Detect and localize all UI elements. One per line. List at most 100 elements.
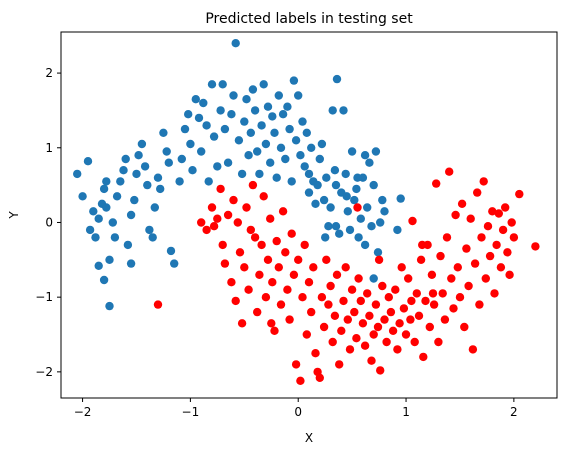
data-point-1-26 (261, 293, 271, 302)
data-point-0-80 (274, 91, 283, 100)
data-point-1-113 (449, 304, 458, 313)
data-point-1-6 (216, 184, 225, 194)
data-point-1-96 (412, 289, 421, 298)
data-point-0-130 (360, 151, 370, 160)
data-point-1-47 (307, 307, 316, 317)
data-point-0-10 (94, 261, 103, 270)
data-point-1-3 (207, 203, 217, 212)
data-point-0-86 (287, 177, 296, 186)
data-point-1-114 (451, 210, 460, 220)
data-point-0-128 (378, 195, 387, 205)
data-point-1-27 (263, 255, 273, 264)
data-point-0-38 (166, 246, 176, 256)
data-point-0-79 (272, 173, 281, 182)
data-point-1-130 (485, 251, 495, 261)
data-point-1-29 (268, 278, 277, 287)
y-tick-label: 1 (45, 141, 53, 155)
data-point-1-36 (283, 285, 292, 294)
data-point-1-5 (213, 214, 222, 223)
data-point-1-14 (235, 248, 245, 257)
data-point-0-84 (283, 102, 292, 111)
data-point-1-78 (373, 322, 383, 332)
data-point-1-144 (428, 289, 438, 298)
data-point-1-15 (237, 319, 247, 328)
data-point-1-128 (481, 274, 490, 283)
data-point-0-31 (148, 233, 157, 242)
data-point-0-117 (354, 233, 363, 242)
data-point-0-33 (153, 173, 163, 182)
data-point-0-66 (244, 151, 253, 160)
data-point-1-39 (289, 270, 299, 279)
data-point-1-77 (371, 300, 381, 309)
data-point-1-7 (218, 240, 227, 250)
data-point-0-89 (294, 91, 303, 100)
data-point-0-90 (296, 151, 305, 160)
data-point-1-4 (209, 222, 219, 231)
data-point-0-20 (121, 154, 130, 164)
data-point-1-58 (330, 311, 340, 320)
data-point-0-42 (180, 124, 190, 134)
data-point-0-6 (94, 214, 103, 223)
data-point-0-121 (363, 203, 372, 212)
data-point-1-132 (490, 289, 499, 298)
x-tick-label: 1 (402, 405, 410, 419)
data-point-0-105 (328, 106, 337, 115)
data-point-1-103 (427, 270, 437, 279)
data-point-0-118 (356, 214, 365, 223)
data-point-1-122 (468, 345, 478, 354)
data-point-0-34 (156, 184, 165, 194)
data-point-1-28 (266, 214, 275, 223)
x-tick-label: 0 (294, 405, 302, 419)
data-point-0-46 (191, 95, 200, 104)
data-point-0-32 (150, 203, 159, 212)
data-point-1-49 (311, 349, 320, 358)
points-layer (73, 39, 540, 385)
data-point-1-85 (388, 326, 398, 335)
data-point-0-52 (207, 80, 217, 89)
data-point-0-110 (339, 106, 348, 115)
data-point-0-85 (285, 124, 294, 134)
data-point-0-58 (223, 158, 233, 167)
data-point-0-47 (194, 113, 204, 123)
y-tick-label: −1 (35, 290, 53, 304)
data-point-0-78 (270, 128, 279, 137)
data-point-0-39 (170, 259, 179, 268)
data-point-1-19 (246, 225, 255, 235)
data-point-1-33 (276, 300, 286, 309)
data-point-0-43 (184, 110, 193, 119)
data-point-1-145 (418, 240, 427, 250)
data-point-1-22 (253, 307, 262, 317)
data-point-1-90 (399, 304, 409, 313)
data-point-1-129 (483, 222, 493, 231)
data-point-0-13 (105, 301, 114, 311)
data-point-1-52 (317, 293, 327, 302)
data-point-0-51 (204, 177, 213, 186)
data-point-1-94 (408, 216, 417, 226)
data-point-1-149 (267, 319, 276, 328)
data-point-0-70 (253, 147, 262, 156)
data-point-1-76 (369, 330, 378, 339)
data-point-0-129 (380, 207, 389, 216)
data-point-0-116 (352, 184, 361, 194)
plot-frame (60, 31, 558, 399)
data-point-0-126 (373, 248, 383, 257)
data-point-1-98 (416, 255, 426, 264)
data-point-0-30 (145, 225, 154, 235)
data-point-1-41 (294, 255, 303, 264)
data-point-0-18 (116, 177, 125, 186)
data-point-0-120 (360, 240, 370, 250)
data-point-1-57 (328, 337, 337, 347)
data-point-1-12 (231, 296, 240, 306)
data-point-1-142 (515, 189, 524, 199)
data-point-0-48 (197, 147, 206, 156)
data-point-0-27 (137, 139, 147, 149)
data-point-1-74 (365, 311, 374, 320)
data-point-1-81 (380, 315, 389, 324)
data-point-1-43 (298, 293, 307, 302)
data-point-1-92 (404, 274, 413, 283)
data-point-0-53 (209, 132, 219, 141)
data-point-1-46 (304, 278, 314, 287)
data-point-0-133 (331, 222, 341, 231)
data-point-1-140 (507, 218, 516, 227)
data-point-1-112 (447, 274, 456, 283)
